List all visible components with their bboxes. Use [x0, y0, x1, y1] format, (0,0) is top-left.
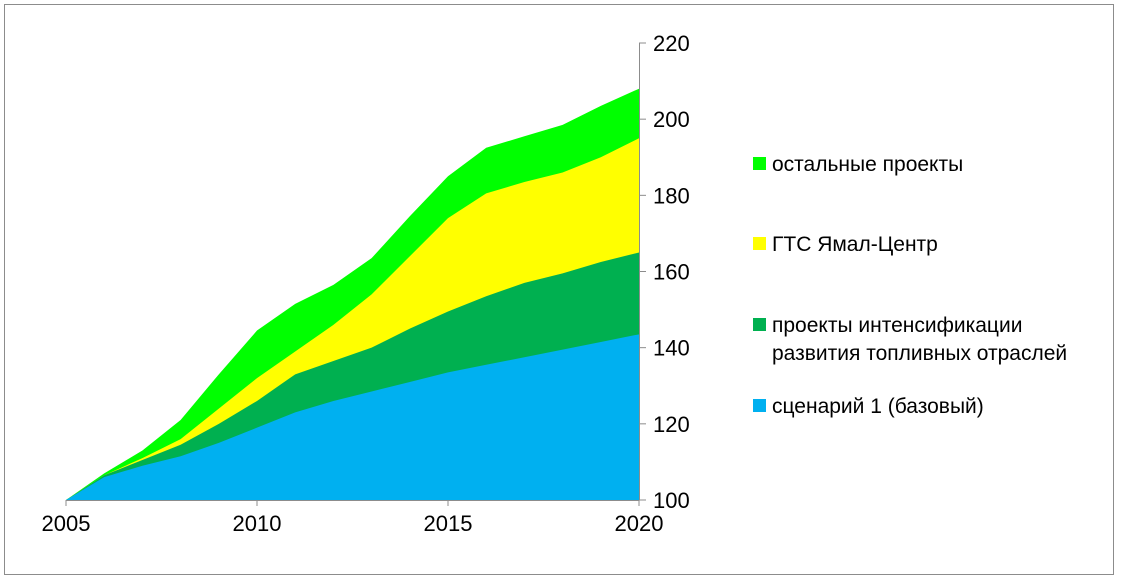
legend-swatch	[753, 318, 766, 331]
legend-label: сценарий 1 (базовый)	[772, 395, 984, 418]
chart-frame: 2005 2010 2015 2020 100 120 140 160 180 200 220 ос…	[4, 4, 1114, 575]
legend-swatch	[753, 399, 766, 412]
x-tick-label: 2020	[615, 511, 664, 536]
y-tick-label: 200	[653, 107, 690, 132]
legend-item: сценарий 1 (базовый)	[753, 393, 984, 421]
legend-item: ГТС Ямал-Центр	[753, 231, 938, 259]
y-tick-label: 180	[653, 183, 690, 208]
legend-swatch	[753, 157, 766, 170]
legend-label: остальные проекты	[772, 153, 964, 176]
legend-item: проекты интенсификации развития топливны…	[753, 312, 1067, 368]
legend-label: ГТС Ямал-Центр	[772, 233, 938, 256]
y-tick-label: 220	[653, 31, 690, 56]
legend-item: остальные проекты	[753, 151, 963, 179]
y-tick-label: 100	[653, 488, 690, 513]
y-tick-label: 140	[653, 336, 690, 361]
legend-label: проекты интенсификации развития топливны…	[772, 314, 1068, 365]
y-tick-label: 120	[653, 412, 690, 437]
legend-swatch	[753, 237, 766, 250]
x-tick-label: 2010	[233, 511, 282, 536]
x-tick-label: 2005	[42, 511, 91, 536]
area-series-1	[66, 334, 639, 500]
y-tick-label: 160	[653, 260, 690, 285]
x-tick-label: 2015	[424, 511, 473, 536]
area-series-group	[66, 88, 639, 501]
